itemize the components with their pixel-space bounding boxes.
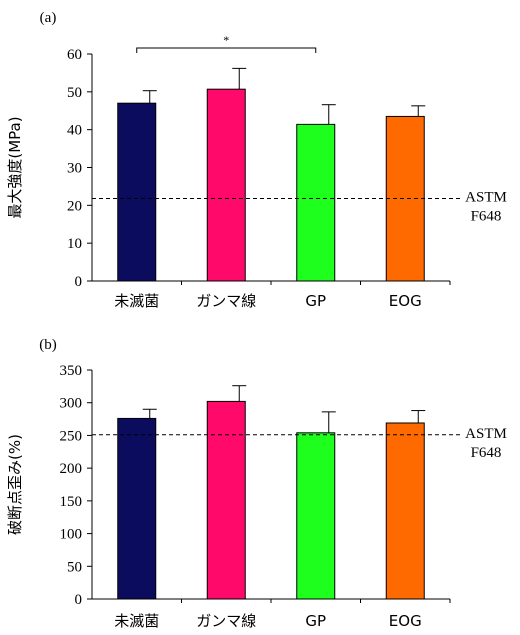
y-tick-label: 0: [75, 274, 83, 290]
significance-marker: *: [223, 33, 229, 47]
y-tick-label: 60: [67, 47, 82, 63]
y-tick-label: 50: [67, 85, 82, 101]
category-label: EOG: [389, 292, 422, 310]
y-tick-label: 10: [67, 236, 82, 252]
y-tick-label: 20: [67, 198, 82, 214]
y-axis-title: 破断点歪み(%): [6, 434, 24, 535]
bar: [296, 432, 336, 600]
bar: [117, 417, 157, 600]
category-label: GP: [305, 292, 326, 310]
reference-label-line1: ASTM: [465, 426, 507, 442]
bar: [385, 115, 425, 282]
chart-panel-b: (b) 0 50 100 150 200 250 300 350 破断点歪み(%) 未滅菌 ガンマ線 G…: [6, 337, 507, 630]
y-tick-label: 0: [75, 592, 83, 608]
bar: [296, 123, 336, 282]
y-tick-label: 300: [60, 396, 83, 412]
bar: [117, 102, 157, 282]
y-tick-label: 40: [67, 123, 82, 139]
y-tick-label: 50: [67, 559, 82, 575]
bar: [385, 422, 425, 600]
reference-label-line2: F648: [471, 445, 502, 461]
y-tick-label: 150: [60, 494, 83, 510]
category-label: ガンマ線: [196, 292, 256, 310]
bar: [206, 400, 246, 600]
panel-label: (a): [40, 10, 57, 26]
y-tick-label: 30: [67, 161, 82, 177]
reference-label-line2: F648: [471, 209, 502, 225]
y-tick-label: 100: [60, 527, 83, 543]
y-tick-label: 250: [60, 428, 83, 444]
category-label: ガンマ線: [196, 612, 256, 630]
y-tick-label: 200: [60, 461, 83, 477]
significance-bracket: [136, 47, 317, 53]
category-label: 未滅菌: [114, 292, 159, 310]
reference-label-line1: ASTM: [465, 190, 507, 206]
category-label: EOG: [389, 612, 422, 630]
y-tick-label: 350: [60, 363, 83, 379]
y-axis-title: 最大強度(MPa): [6, 116, 24, 218]
bar: [206, 88, 246, 282]
panel-label: (b): [39, 337, 57, 353]
category-label: GP: [305, 612, 326, 630]
chart-panel-a: (a) 0 10 20 30 40 50 60 最大強度(MPa) 未滅菌 ガンマ線 GP EOG AST…: [6, 10, 507, 310]
category-label: 未滅菌: [114, 612, 159, 630]
